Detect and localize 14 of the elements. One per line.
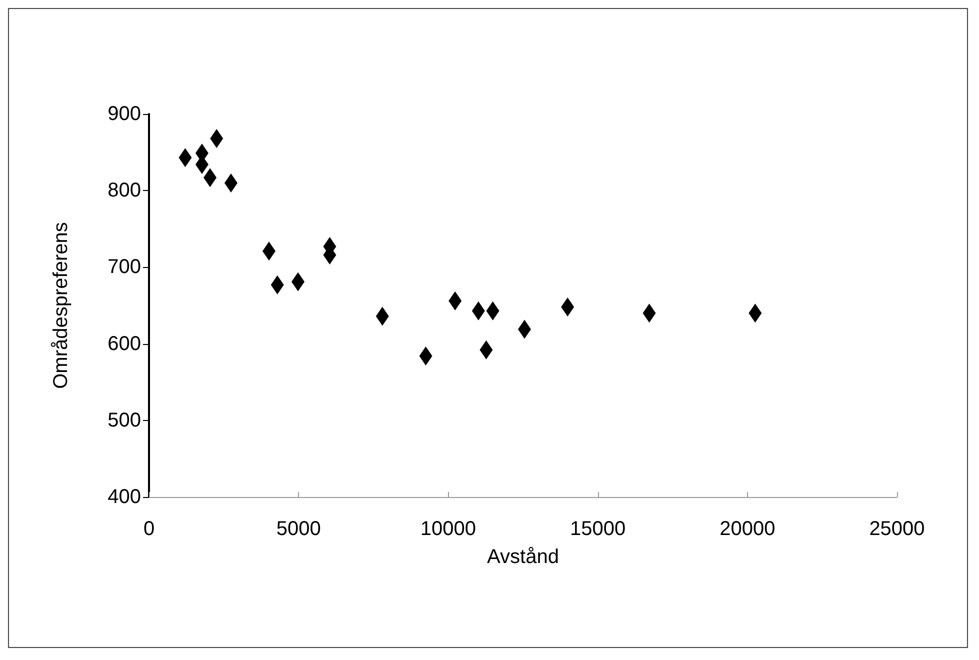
x-axis-title: Avstånd [487, 546, 559, 568]
y-tick-label: 700 [108, 256, 141, 278]
x-tick-label: 0 [143, 518, 155, 540]
y-axis-title: Områdespreferens [50, 222, 72, 389]
x-tick-label: 10000 [420, 518, 476, 540]
x-tick-label: 5000 [276, 518, 321, 540]
x-tick-label: 25000 [869, 518, 925, 540]
y-tick-label: 600 [108, 332, 141, 355]
y-tick-label: 800 [108, 180, 141, 202]
y-tick-label: 500 [108, 409, 141, 432]
x-tick-label: 15000 [570, 518, 626, 540]
y-tick-label: 900 [108, 103, 141, 125]
y-tick-label: 400 [108, 486, 141, 508]
x-tick-label: 20000 [720, 518, 776, 540]
